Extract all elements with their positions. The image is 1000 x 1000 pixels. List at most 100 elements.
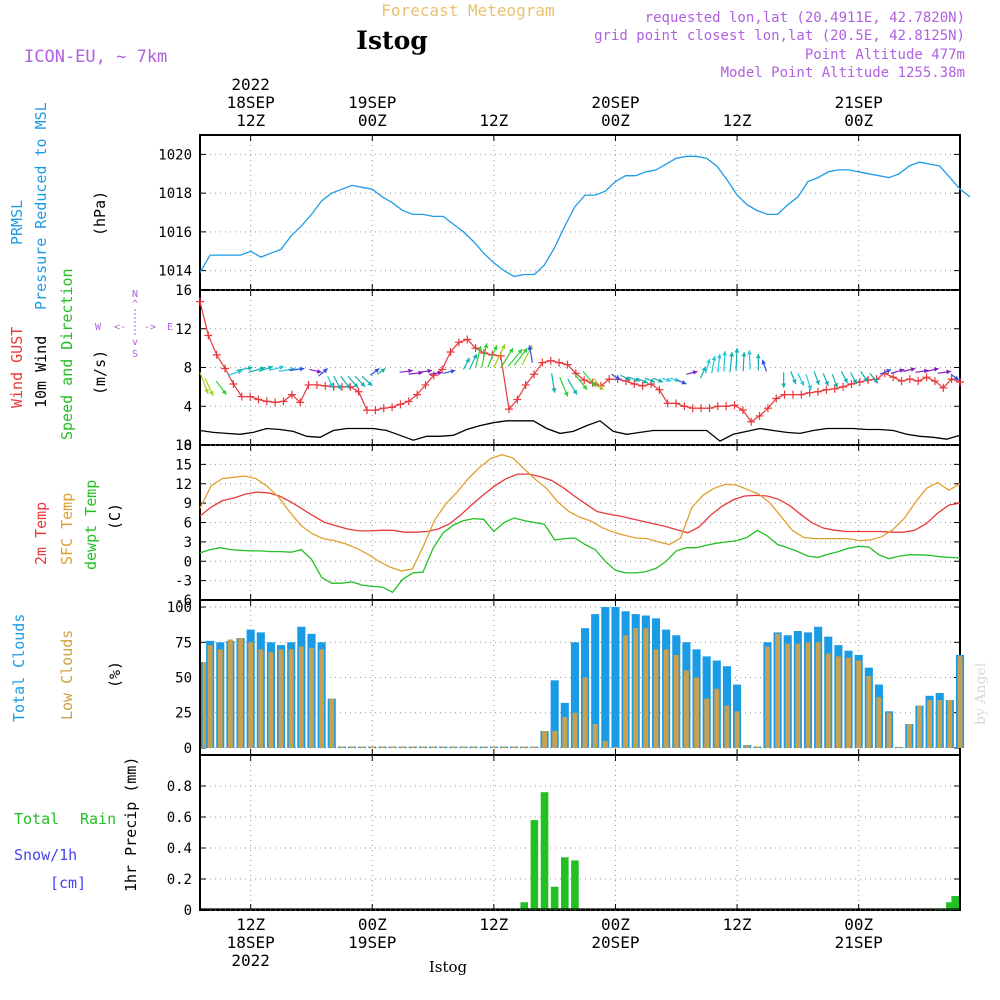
wind10m-line xyxy=(199,420,961,442)
total-cloud-bar xyxy=(570,642,579,748)
gust-marker xyxy=(755,411,764,420)
wind-arrowhead xyxy=(279,365,285,370)
compass-south: S xyxy=(132,349,138,360)
low-cloud-bar xyxy=(400,746,406,748)
gust-marker xyxy=(413,390,422,399)
temp2m-line xyxy=(199,473,961,534)
rain-bar xyxy=(951,896,959,910)
rain-bar xyxy=(561,857,569,910)
gust-marker xyxy=(822,385,831,394)
wind-arrowhead xyxy=(591,382,597,387)
gust-marker xyxy=(287,390,296,399)
low-cloud-bar xyxy=(440,746,446,748)
low-cloud-bar xyxy=(825,653,831,748)
wind-arrowhead xyxy=(815,380,820,385)
low-cloud-bar xyxy=(379,746,385,748)
wind-arrowhead xyxy=(367,381,373,386)
low-cloud-bar xyxy=(734,711,740,748)
wind-arrowhead xyxy=(360,382,366,387)
gust-marker xyxy=(196,297,204,306)
footer-station: Istog xyxy=(429,958,468,976)
low-cloud-bar xyxy=(856,660,862,748)
wind-arrowhead xyxy=(209,390,214,396)
grid-point-coords: grid point closest lon,lat (20.5E, 42.81… xyxy=(594,28,965,44)
gust-marker xyxy=(663,399,672,408)
wind-arrowhead xyxy=(843,378,848,383)
prmsl-desc-label: Pressure Reduced to MSL xyxy=(32,102,50,310)
y-tick-label: 1016 xyxy=(158,225,192,241)
wind-arrowhead xyxy=(345,383,350,389)
low-cloud-bar xyxy=(552,731,558,748)
station-title: Istog xyxy=(356,26,427,55)
wind-arrowhead xyxy=(316,369,322,374)
gust-marker xyxy=(705,404,714,413)
compass-arrow-left: <- xyxy=(114,322,126,333)
gust-marker xyxy=(680,402,689,411)
wind-units: (m/s) xyxy=(91,350,109,395)
y-tick-label: 4 xyxy=(184,399,192,415)
wind-arrowhead xyxy=(204,388,209,394)
low-cloud-bar xyxy=(937,700,943,748)
top-time-label: 18SEP xyxy=(227,93,275,112)
low-cloud-bar xyxy=(202,662,208,748)
low-cloud-bar xyxy=(319,649,325,748)
wind-arrowhead xyxy=(734,348,740,353)
wind-arrowhead xyxy=(755,353,761,359)
low-cloud-bar xyxy=(501,746,507,748)
low-cloud-bar xyxy=(461,746,466,748)
rain-bar xyxy=(550,886,559,910)
wind-arrowhead xyxy=(380,368,386,373)
y-tick-label: 12 xyxy=(175,477,192,493)
low-cloud-bar xyxy=(349,746,355,748)
low-cloud-bar xyxy=(248,642,254,748)
gust-marker xyxy=(914,377,923,386)
top-time-label: 19SEP xyxy=(348,93,396,112)
low-cloud-bar xyxy=(491,746,497,748)
gust-marker xyxy=(780,390,789,399)
low-cloud-bar xyxy=(643,628,649,748)
gust-marker xyxy=(697,404,706,413)
low-cloud-bar xyxy=(562,716,568,748)
low-cloud-bar xyxy=(410,746,416,748)
wind-arrowhead xyxy=(910,367,916,372)
y-tick-label: -6 xyxy=(175,593,192,609)
low-cloud-bar xyxy=(521,746,527,748)
gust-marker xyxy=(555,358,564,367)
wind-labels: Wind GUST 10m Wind Speed and Direction (… xyxy=(8,268,173,440)
wind-arrowhead xyxy=(824,380,829,386)
low-cloud-bar xyxy=(258,649,264,748)
bottom-time-label: 21SEP xyxy=(835,933,883,952)
speed-direction-label: Speed and Direction xyxy=(58,268,76,440)
wind-arrowhead xyxy=(729,352,734,357)
wind-arrowhead xyxy=(799,380,805,386)
low-cloud-bar xyxy=(927,700,933,748)
wind-arrowhead xyxy=(517,349,523,354)
total-cloud-bar xyxy=(591,614,600,748)
compass-rose: N ^ v S W <- -> E xyxy=(95,289,173,360)
wind-arrowhead xyxy=(237,369,243,375)
low-cloud-bar xyxy=(298,646,304,748)
gust-marker xyxy=(956,378,964,387)
wind-arrowhead xyxy=(863,377,868,383)
gust-marker xyxy=(396,400,405,409)
low-cloud-bar xyxy=(471,746,477,748)
model-altitude: Model Point Altitude 1255.38m xyxy=(721,65,965,81)
y-tick-label: 8 xyxy=(184,361,192,377)
wind-arrowhead xyxy=(472,353,477,359)
wind-arrowhead xyxy=(792,379,797,384)
low-cloud-bar xyxy=(917,705,922,748)
low-cloud-bar xyxy=(369,746,375,748)
rain-bar xyxy=(530,820,539,910)
point-altitude: Point Altitude 477m xyxy=(805,47,965,63)
bottom-time-label: 12Z xyxy=(723,915,752,934)
gust-marker xyxy=(855,378,864,387)
temp-units: (C) xyxy=(106,503,124,530)
rain-bar xyxy=(540,792,549,910)
top-time-label: 12Z xyxy=(236,111,265,130)
gust-marker xyxy=(939,383,948,392)
compass-east: E xyxy=(167,322,173,333)
wind-arrowhead xyxy=(781,383,787,388)
gust-marker xyxy=(738,406,747,415)
